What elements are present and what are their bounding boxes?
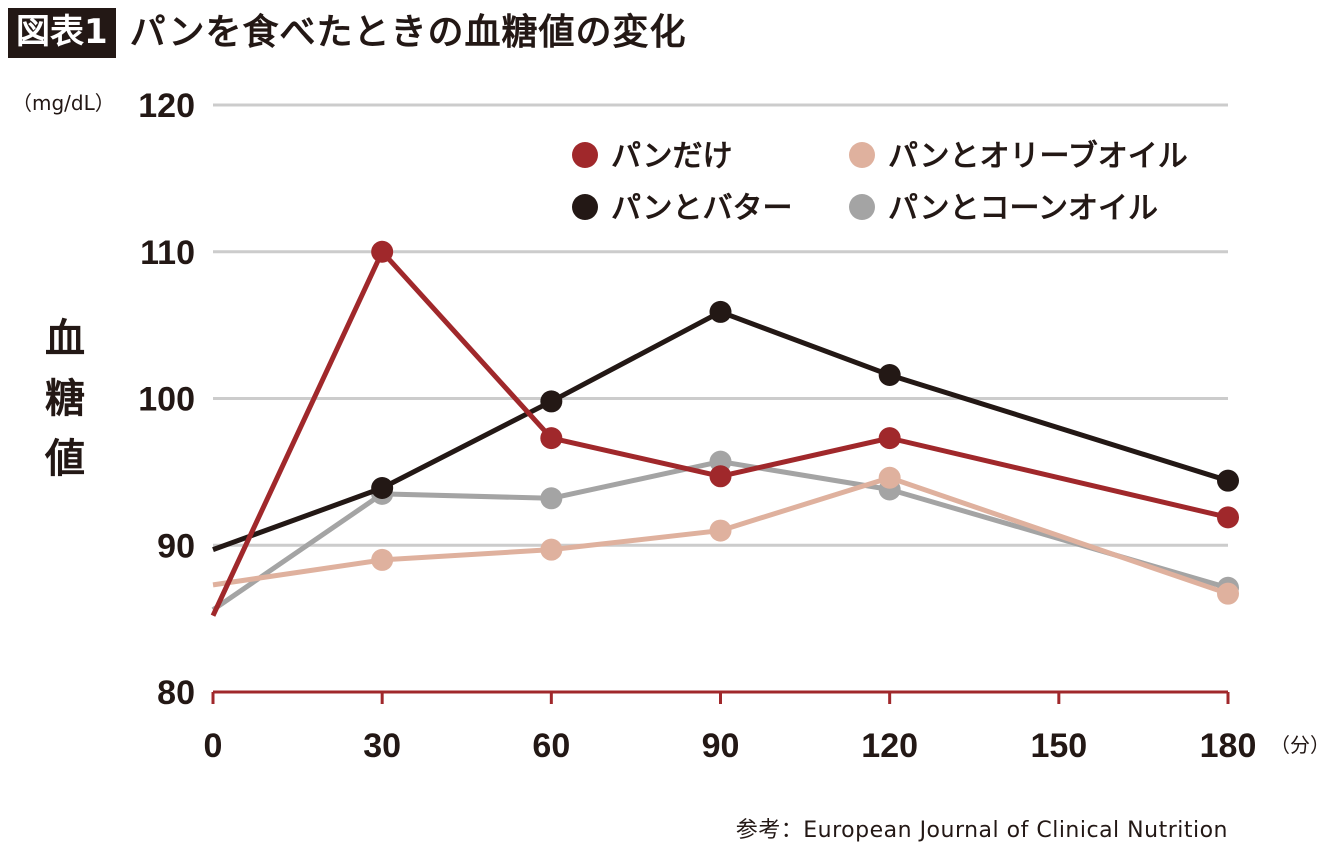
x-tick-label-60: 60 (532, 727, 570, 765)
legend-marker-3 (572, 194, 598, 220)
x-tick-label-180: 180 (1200, 727, 1257, 765)
series-3-point-120 (878, 364, 901, 387)
figure-title: パンを食べたときの血糖値の変化 (129, 12, 687, 53)
y-axis-unit: （mg/dL） (12, 91, 115, 115)
series-1-point-90 (709, 465, 732, 488)
y-axis-label-char-1: 血 (45, 316, 85, 362)
figure-badge: 図表1 (8, 8, 116, 58)
series-line-4 (211, 459, 1229, 612)
legend-label-1: パンだけ (611, 139, 733, 174)
series-2-point-180 (1217, 582, 1239, 605)
y-axis-label-char-3: 値 (44, 436, 85, 482)
y-axis-label-char-2: 糖 (45, 376, 85, 422)
series-2-point-90 (709, 519, 732, 542)
series-3-point-180 (1217, 469, 1239, 492)
series-line-2 (212, 475, 1229, 597)
y-tick-label-110: 110 (140, 234, 195, 272)
figure-header: 図表1 パンを食べたときの血糖値の変化 (8, 8, 686, 58)
y-tick-label-80: 80 (157, 674, 195, 712)
x-tick-label-30: 30 (363, 727, 401, 765)
series-2-point-120 (878, 466, 901, 489)
legend-marker-2 (849, 142, 875, 168)
series-2-point-30 (371, 548, 394, 571)
series-1-point-180 (1217, 506, 1239, 529)
series-1-point-60 (540, 427, 563, 450)
x-tick-label-120: 120 (861, 727, 918, 765)
series-line-3 (212, 309, 1229, 553)
y-tick-label-120: 120 (138, 87, 195, 125)
legend-marker-1 (572, 142, 598, 168)
legend-label-2: パンとオリーブオイル (888, 139, 1188, 174)
legend-marker-4 (849, 194, 875, 220)
series-4-point-60 (540, 487, 563, 510)
series-3-point-60 (540, 390, 563, 413)
axes (211, 690, 1230, 704)
legend-label-3: パンとバター (611, 191, 793, 226)
series-1-point-30 (371, 240, 394, 263)
y-tick-label-90: 90 (157, 527, 195, 565)
x-tick-label-150: 150 (1030, 727, 1087, 765)
source-note: 参考：European Journal of Clinical Nutritio… (735, 818, 1228, 843)
legend-label-4: パンとコーンオイル (888, 191, 1158, 226)
series-2-point-60 (540, 538, 563, 561)
series-3-point-90 (709, 300, 732, 323)
y-tick-label-100: 100 (138, 381, 195, 419)
x-axis-unit: （分） (1270, 733, 1330, 757)
x-tick-label-0: 0 (204, 727, 223, 765)
series-1-point-120 (878, 427, 901, 450)
series-3-point-30 (371, 477, 394, 500)
series-lines (210, 240, 1239, 617)
series-line-1 (210, 249, 1229, 617)
axis-labels: 80 90 100 110 120 0 30 60 90 120 150 180 （mg/dL） （分） 血… (12, 87, 1330, 765)
x-tick-label-90: 90 (702, 727, 740, 765)
